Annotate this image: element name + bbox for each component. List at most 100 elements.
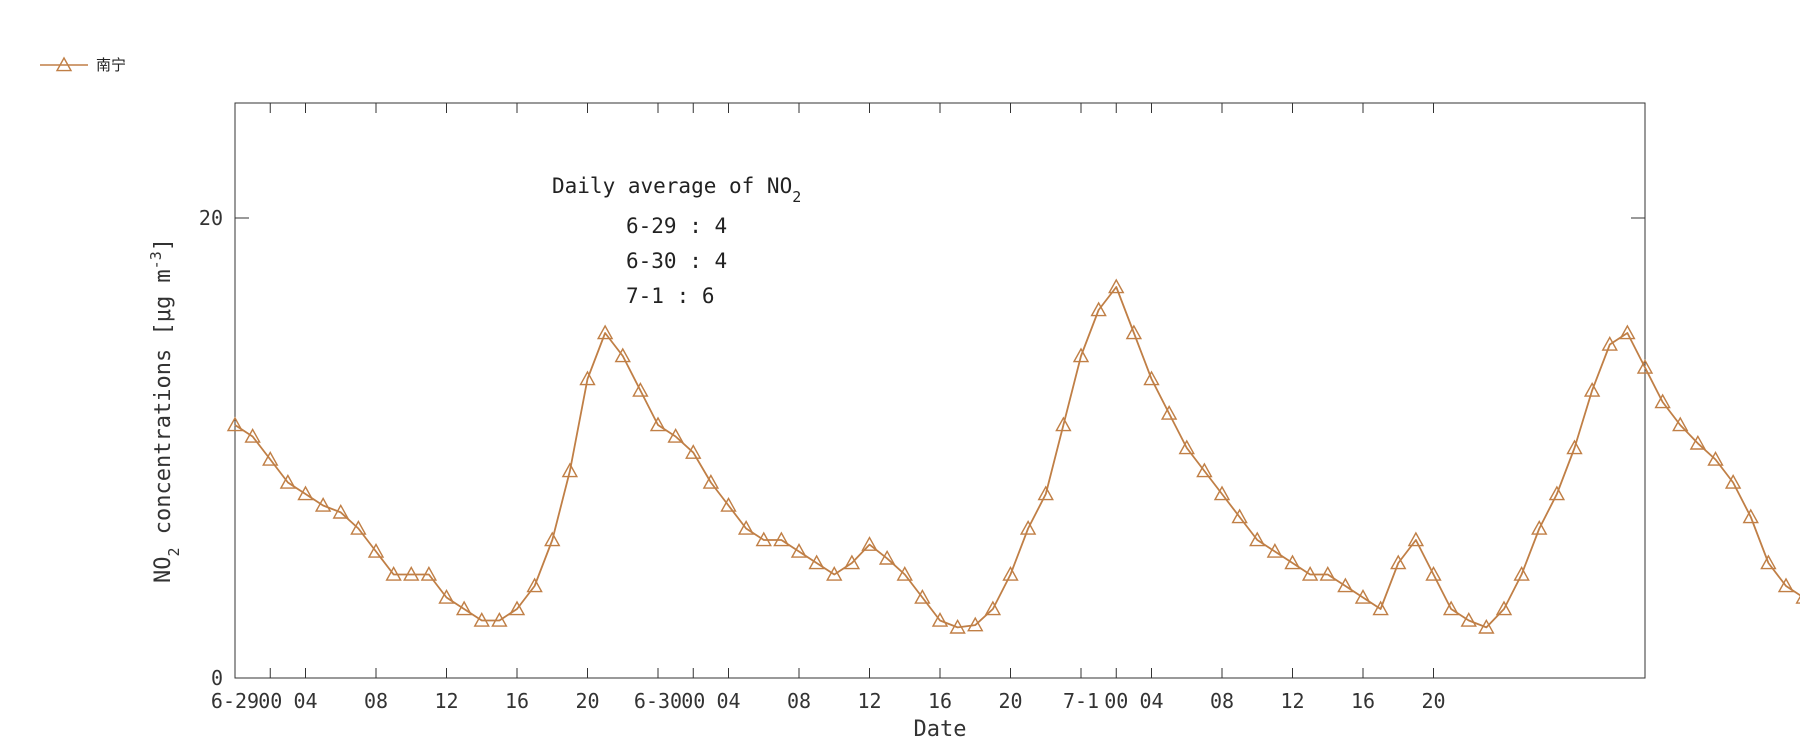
data-point	[1495, 600, 1513, 616]
data-point	[1372, 600, 1389, 616]
data-point	[1742, 508, 1759, 524]
data-point	[861, 536, 878, 551]
data-point	[314, 497, 332, 512]
data-point	[1354, 589, 1372, 604]
series-layer	[226, 278, 1800, 634]
data-point	[737, 520, 755, 535]
data-point	[262, 451, 279, 466]
data-point	[332, 503, 349, 519]
legend-item: 南宁	[40, 56, 126, 74]
data-point	[1108, 278, 1125, 294]
data-point	[1689, 434, 1707, 450]
x-tick-label: 20	[998, 689, 1022, 713]
data-point	[1213, 485, 1231, 501]
x-tick-label: 08	[1210, 689, 1234, 713]
chart-legend: 南宁	[40, 56, 126, 74]
data-point	[614, 347, 631, 363]
data-point	[561, 462, 579, 478]
x-tick-label: 7-1	[1063, 689, 1099, 713]
data-point	[773, 531, 790, 547]
y-tick-label: 20	[199, 206, 223, 230]
data-point	[1143, 370, 1160, 386]
data-point	[1301, 566, 1319, 581]
data-point	[843, 554, 861, 570]
data-point	[1231, 508, 1248, 524]
data-point	[420, 566, 438, 581]
data-point	[1125, 324, 1143, 340]
data-point	[1460, 612, 1477, 627]
data-point	[878, 549, 896, 565]
data-point	[931, 612, 949, 627]
data-point	[1442, 600, 1460, 616]
x-tick-label: 20	[575, 689, 599, 713]
x-tick-label: 16	[1351, 689, 1375, 713]
x-tick-label: 04	[293, 689, 317, 713]
data-point	[1055, 416, 1072, 432]
data-point	[385, 566, 402, 581]
data-point	[914, 589, 931, 604]
data-point	[1724, 474, 1742, 489]
legend-label: 南宁	[96, 56, 126, 74]
x-tick-label: 08	[364, 689, 388, 713]
annotation-line: 6-30 : 4	[626, 249, 727, 273]
data-point	[984, 600, 1002, 616]
data-point	[667, 428, 684, 443]
series-line	[234, 286, 1800, 629]
data-point	[1777, 577, 1795, 593]
data-point	[1531, 520, 1548, 535]
x-tick-label: 16	[928, 689, 952, 713]
x-tick-label: 12	[857, 689, 881, 713]
data-point	[596, 324, 614, 340]
data-point	[455, 600, 473, 616]
data-point	[1425, 566, 1442, 581]
data-point	[1636, 359, 1654, 374]
data-point	[1284, 554, 1301, 570]
legend-marker	[55, 56, 73, 72]
plot-area: 6-29 00 04 08 12 16 20 6-30 00 04 08 12 16 20 7-1 00 04 0…	[199, 102, 1800, 713]
data-point	[1654, 393, 1671, 409]
data-point	[632, 382, 649, 397]
data-point	[544, 531, 561, 547]
annotation-title: Daily average of NO2	[552, 174, 801, 206]
x-axis-title: Date	[914, 717, 967, 742]
y-tick-label: 0	[211, 666, 223, 690]
data-point	[1160, 405, 1178, 420]
data-point	[1037, 485, 1054, 501]
data-point	[226, 416, 244, 432]
data-point	[473, 612, 490, 627]
data-point	[1266, 543, 1284, 558]
x-tick-label: 20	[1421, 689, 1445, 713]
annotation-line: 7-1 : 6	[626, 284, 715, 308]
data-point	[1337, 577, 1354, 593]
data-point	[1390, 554, 1407, 570]
data-point	[1407, 531, 1425, 547]
x-tick-label: 12	[434, 689, 458, 713]
data-point	[1178, 439, 1195, 455]
data-point	[826, 566, 843, 581]
data-point	[896, 566, 913, 581]
data-point	[1513, 566, 1530, 581]
data-point	[649, 416, 667, 432]
data-point	[808, 554, 825, 570]
data-point	[790, 543, 808, 558]
annotation-line: 6-29 : 4	[626, 214, 727, 238]
data-point	[1019, 520, 1037, 535]
axis-ticks: 6-29 00 04 08 12 16 20 6-30 00 04 08 12 16 20 7-1 00 04 0…	[199, 103, 1645, 713]
data-point	[1601, 336, 1618, 351]
x-tick-label: 04	[1139, 689, 1163, 713]
data-point	[1707, 451, 1724, 466]
data-point	[579, 370, 596, 386]
data-point	[967, 616, 984, 632]
data-point	[702, 474, 720, 489]
data-point	[367, 543, 385, 558]
data-point	[244, 428, 261, 443]
data-point	[1090, 301, 1107, 317]
data-point	[350, 520, 367, 535]
x-tick-label: 08	[787, 689, 811, 713]
data-point	[297, 485, 314, 501]
data-point	[1249, 531, 1266, 547]
data-point	[403, 566, 420, 581]
data-point	[508, 600, 526, 616]
data-point	[279, 474, 297, 489]
